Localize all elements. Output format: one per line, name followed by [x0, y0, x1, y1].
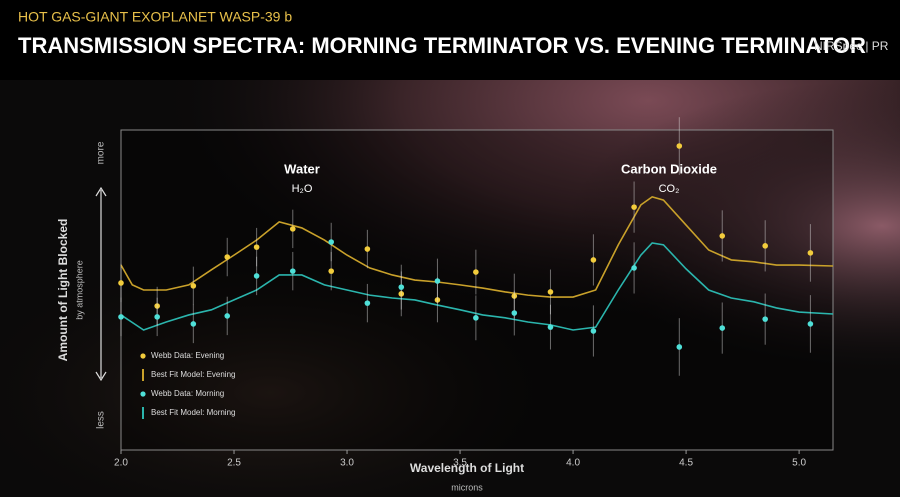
x-label-sub: microns [451, 482, 483, 492]
x-tick-label: 2.0 [114, 458, 128, 469]
data-point [511, 293, 518, 299]
x-tick-label: 3.5 [453, 458, 467, 469]
data-point [190, 283, 197, 289]
data-point [154, 314, 160, 320]
legend-label: Best Fit Model: Evening [151, 370, 235, 379]
y-label-sub: by atmosphere [74, 260, 84, 320]
data-point [719, 233, 726, 239]
data-point [631, 265, 637, 271]
nebula [0, 80, 900, 497]
y-arrow-heads [95, 186, 107, 382]
data-point [398, 291, 405, 297]
data-point [328, 268, 335, 274]
legend-marker [140, 353, 146, 359]
data-point [289, 268, 296, 274]
legend-label: Best Fit Model: Morning [151, 408, 235, 417]
plot-area [120, 129, 834, 451]
header [0, 0, 900, 80]
supertitle: HOT GAS-GIANT EXOPLANET WASP-39 b [18, 9, 292, 25]
data-point [719, 325, 726, 331]
data-point [547, 324, 554, 330]
data-point [364, 246, 371, 252]
annotation: Carbon Dioxide [621, 161, 717, 176]
data-point [253, 244, 260, 250]
data-point [154, 303, 160, 309]
x-label: Wavelength of Light [410, 461, 524, 475]
x-tick-label: 3.0 [340, 458, 354, 469]
data-point [676, 344, 683, 350]
y-label: Amount of Light Blocked [56, 219, 70, 362]
data-point [118, 280, 124, 286]
data-point [364, 300, 371, 306]
annotation: CO₂ [659, 183, 680, 195]
data-point [590, 257, 597, 263]
annotation: Water [284, 161, 320, 176]
data-point [676, 143, 683, 149]
data-point [328, 239, 335, 245]
instrument: NIRSpec | PR [814, 39, 889, 53]
data-point [762, 243, 768, 249]
annotation: H₂O [292, 183, 313, 195]
model-line [120, 242, 834, 331]
data-point [473, 269, 479, 275]
data-point [118, 314, 124, 320]
x-tick-label: 5.0 [792, 458, 806, 469]
model-line [120, 196, 834, 298]
data-point [434, 278, 441, 284]
data-point [762, 316, 768, 322]
data-point [434, 297, 441, 303]
data-point [190, 321, 197, 327]
legend-label: Webb Data: Morning [151, 389, 224, 398]
x-tick-label: 4.5 [679, 458, 693, 469]
data-point [398, 284, 405, 290]
y-bottom-label: less [96, 411, 107, 429]
data-point [289, 226, 296, 232]
title: TRANSMISSION SPECTRA: MORNING TERMINATOR… [18, 33, 866, 58]
data-point [473, 315, 479, 321]
legend-marker [140, 391, 146, 397]
data-point [253, 273, 260, 279]
data-point [224, 254, 231, 260]
data-point [631, 204, 637, 210]
data-point [807, 250, 814, 256]
data-point [224, 313, 231, 319]
data-point [590, 328, 597, 334]
data-point [547, 289, 554, 295]
x-tick-label: 4.0 [566, 458, 580, 469]
x-tick-label: 2.5 [227, 458, 241, 469]
data-point [511, 310, 518, 316]
legend-label: Webb Data: Evening [151, 351, 224, 360]
data-point [807, 321, 814, 327]
y-top-label: more [96, 141, 107, 164]
